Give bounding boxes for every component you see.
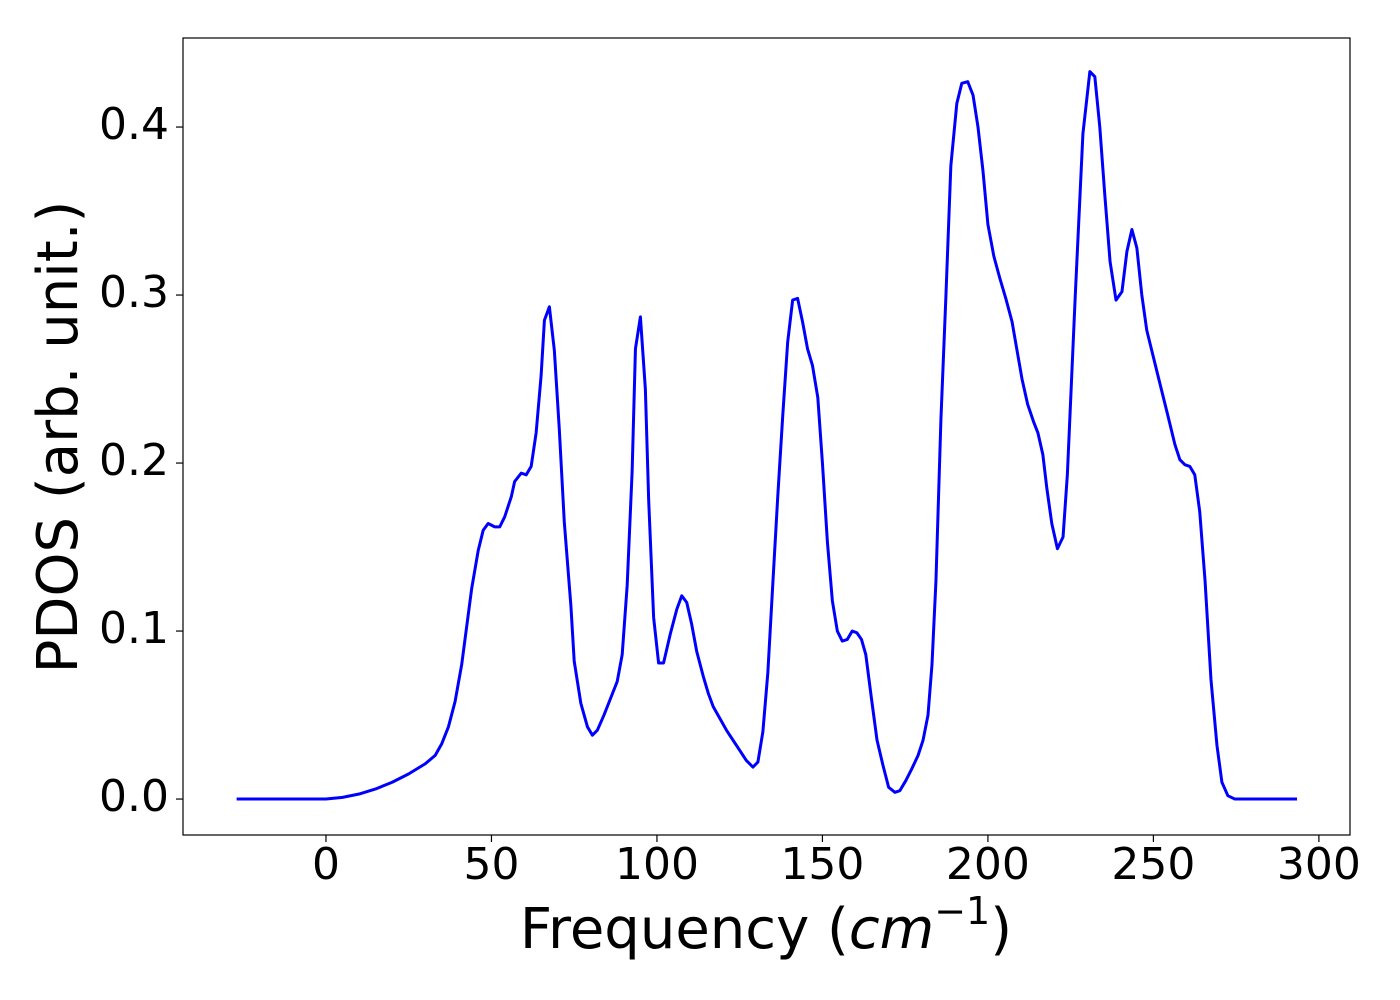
x-tick-label: 250 <box>1111 839 1195 890</box>
y-axis-label: PDOS (arb. unit.) <box>26 201 91 674</box>
x-axis-label-text: Frequency ( <box>520 897 849 962</box>
x-axis-label-unit: cm <box>849 897 934 962</box>
x-tick-label: 100 <box>615 839 699 890</box>
x-tick-label: 200 <box>946 839 1030 890</box>
y-tick-label: 0.4 <box>99 99 169 150</box>
y-tick-label: 0.1 <box>99 603 169 654</box>
y-tick-label: 0.3 <box>99 267 169 318</box>
x-tick-label: 150 <box>780 839 864 890</box>
x-tick-label: 300 <box>1277 839 1361 890</box>
x-axis-label: Frequency (cm−1) <box>520 889 1012 963</box>
x-tick-label: 50 <box>463 839 519 890</box>
x-axis-label-exponent: −1 <box>934 889 990 933</box>
y-tick-label: 0.0 <box>99 771 169 822</box>
y-tick-label: 0.2 <box>99 435 169 486</box>
pdos-line <box>236 70 1298 801</box>
x-tick-label: 0 <box>312 839 340 890</box>
x-axis-label-text: ) <box>990 897 1012 962</box>
plot-frame <box>182 37 1351 836</box>
